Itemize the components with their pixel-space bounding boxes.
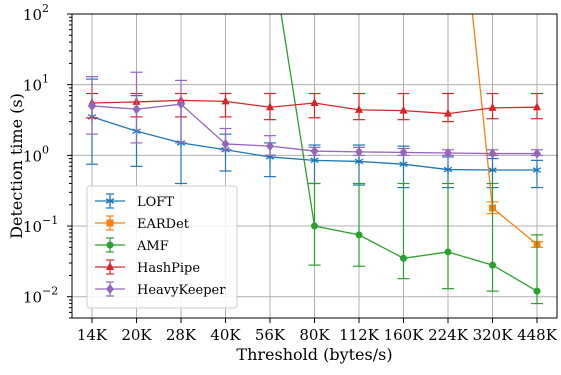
y-tick-exponent: 1 [42, 73, 49, 86]
data-point-heavykeeper [355, 146, 363, 157]
legend-label: AMF [136, 239, 169, 254]
data-point-amf [400, 254, 407, 262]
data-point-heavykeeper [177, 99, 185, 110]
x-tick-label: 80K [299, 326, 330, 344]
data-point-amf [489, 261, 496, 269]
x-tick-label: 320K [473, 326, 514, 344]
data-point-hashpipe [444, 108, 452, 117]
y-tick-exponent: 0 [42, 143, 49, 156]
x-axis: 14K 20K 28K 40K 56K 80K 112K 160K 224K 320K 448K [77, 318, 558, 344]
data-point-hashpipe [355, 104, 363, 113]
y-tick-exponent: 2 [42, 2, 49, 15]
legend-marker [106, 262, 114, 270]
y-tick-label: 10 [23, 147, 42, 165]
data-point-hashpipe [533, 102, 541, 111]
data-point-hashpipe [266, 102, 274, 111]
legend-label: LOFT [137, 195, 174, 210]
data-point-loft [443, 165, 453, 175]
series-eardet [471, 13, 543, 248]
data-point-heavykeeper [533, 148, 541, 159]
x-tick-label: 28K [166, 326, 197, 344]
data-point-amf [355, 231, 363, 239]
legend-marker [106, 284, 114, 294]
y-tick-exponent: −2 [42, 285, 58, 298]
legend-entry-amf: AMF [95, 237, 169, 254]
y-tick-label: 10 [23, 77, 42, 95]
data-point-heavykeeper [444, 147, 452, 158]
data-point-loft [310, 155, 319, 165]
x-axis-title: Threshold (bytes/s) [236, 345, 392, 364]
legend-label: HashPipe [137, 261, 200, 276]
data-point-loft [354, 156, 364, 166]
x-tick-label: 14K [77, 326, 108, 344]
data-point-heavykeeper [488, 148, 497, 159]
data-point-hashpipe [399, 105, 408, 114]
series-heavykeeper [86, 71, 543, 159]
legend-entry-eardet: EARDet [95, 215, 190, 232]
x-tick-label: 40K [210, 326, 241, 344]
x-tick-label: 20K [121, 326, 152, 344]
y-tick-label: 10 [23, 6, 42, 24]
y-tick-label: 10 [23, 289, 42, 307]
data-point-heavykeeper [399, 147, 408, 158]
series-amf [280, 13, 543, 305]
data-point-loft [532, 165, 542, 175]
data-point-loft [488, 165, 497, 175]
legend-entry-loft: LOFT [95, 193, 174, 210]
data-point-hashpipe [488, 102, 497, 111]
data-point-heavykeeper [132, 104, 141, 115]
legend-marker [106, 219, 114, 227]
legend-marker [106, 241, 114, 249]
y-tick-exponent: −1 [42, 214, 58, 227]
series-layer [86, 13, 543, 305]
series-line-eardet [471, 13, 538, 245]
data-point-loft [399, 159, 408, 169]
data-point-hashpipe [310, 98, 319, 107]
legend-entry-hashpipe: HashPipe [95, 259, 200, 276]
data-point-amf [311, 222, 318, 230]
x-tick-label: 448K [517, 326, 558, 344]
x-tick-label: 224K [428, 326, 469, 344]
legend-box [86, 185, 238, 309]
data-point-amf [444, 248, 452, 256]
data-point-heavykeeper [88, 100, 96, 111]
legend: LOFT EARDet AMF HashPipe HeavyKeeper [86, 185, 238, 309]
legend-entry-heavykeeper: HeavyKeeper [95, 281, 226, 298]
data-point-hashpipe [221, 96, 230, 105]
legend-label: EARDet [137, 217, 190, 232]
data-point-heavykeeper [310, 146, 319, 157]
legend-marker [105, 196, 115, 206]
data-point-heavykeeper [221, 138, 230, 149]
x-tick-label: 160K [384, 326, 425, 344]
y-axis-title: Detection time (s) [7, 93, 26, 239]
x-tick-label: 112K [339, 326, 380, 344]
data-point-amf [533, 287, 541, 295]
y-tick-label: 10 [23, 218, 42, 236]
legend-label: HeavyKeeper [137, 283, 226, 298]
x-tick-label: 56K [255, 326, 286, 344]
data-point-heavykeeper [266, 141, 274, 152]
